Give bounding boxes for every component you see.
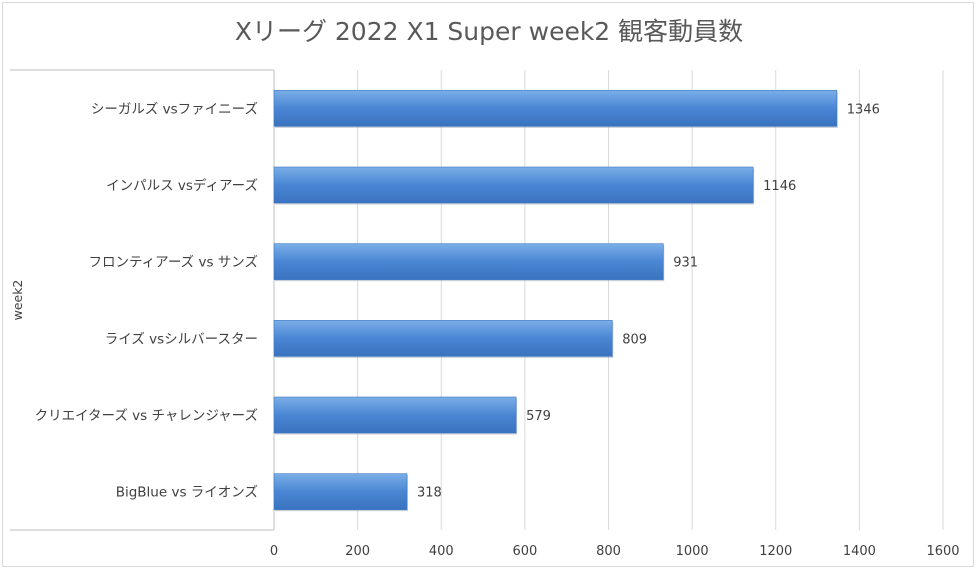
bar: [273, 473, 408, 510]
category-label: フロンティアーズ vs サンズ: [88, 255, 258, 271]
x-tick-label: 0: [270, 544, 278, 559]
x-tick-label: 400: [429, 544, 454, 559]
bar: [273, 396, 517, 434]
data-label: 931: [673, 256, 698, 271]
bar: [273, 166, 754, 204]
x-tick-label: 600: [512, 544, 537, 559]
x-tick-label: 1000: [676, 544, 709, 559]
chart-title: Xリーグ 2022 X1 Super week2 観客動員数: [234, 17, 744, 46]
bar: [273, 243, 664, 280]
data-label: 318: [417, 486, 442, 501]
category-label: シーガルズ vsファイニーズ: [91, 101, 258, 117]
category-label: ライズ vsシルバースター: [105, 331, 258, 347]
x-tick-label: 1200: [759, 544, 792, 559]
data-label: 1146: [763, 179, 796, 194]
data-label: 579: [526, 409, 551, 424]
x-tick-label: 200: [345, 544, 370, 559]
data-label: 809: [622, 332, 647, 347]
group-axis-label: week2: [10, 280, 25, 321]
bar: [273, 90, 838, 127]
category-label: BigBlue vs ライオンズ: [116, 485, 258, 501]
category-label: インパルス vsディアーズ: [106, 177, 258, 194]
category-label: クリエイターズ vs チャレンジャーズ: [35, 408, 258, 424]
data-label: 1346: [847, 102, 880, 117]
x-tick-label: 1600: [926, 544, 959, 559]
x-tick-label: 1400: [843, 544, 876, 559]
bar: [273, 320, 613, 357]
x-tick-label: 800: [596, 544, 621, 559]
